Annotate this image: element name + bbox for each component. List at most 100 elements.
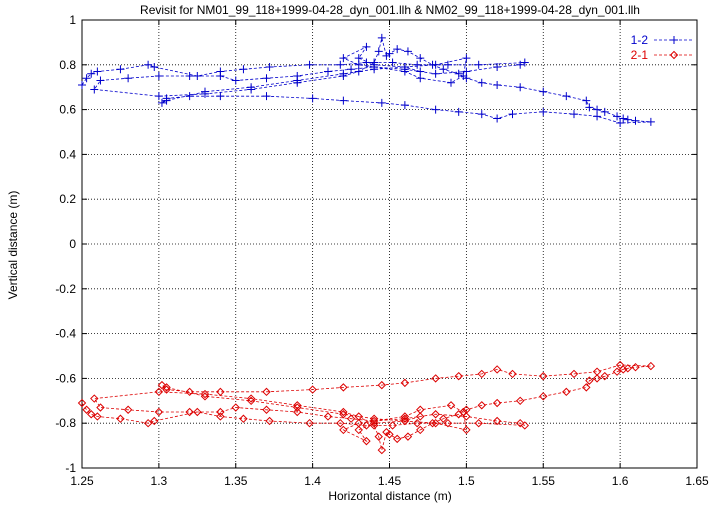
x-axis-label: Horizontal distance (m)	[328, 489, 451, 503]
data-point	[493, 63, 502, 72]
data-point	[123, 405, 133, 414]
axis-ticks: 1.25 1.3 1.35 1.4 1.45 1.5 1.55 1.6 1.65 1 0.8 0.6 0…	[55, 13, 709, 488]
data-point	[239, 414, 248, 423]
y-tick-label: -1	[65, 461, 76, 475]
x-tick-label: 1.3	[151, 474, 168, 488]
data-point	[265, 416, 274, 426]
data-point	[400, 378, 410, 388]
legend-label-1-2: 1-2	[631, 33, 649, 47]
data-point	[474, 60, 483, 69]
y-tick-label: 0.2	[59, 192, 76, 206]
data-point	[185, 387, 194, 397]
data-point	[593, 112, 602, 121]
data-point	[377, 380, 387, 390]
data-point	[339, 410, 348, 419]
data-point	[347, 65, 356, 74]
data-point	[400, 412, 410, 421]
data-point	[616, 119, 625, 128]
data-point	[157, 98, 166, 107]
data-point	[354, 425, 363, 435]
data-point	[339, 425, 348, 435]
y-tick-label: 0.6	[59, 103, 76, 117]
data-point	[416, 412, 425, 421]
data-point	[493, 114, 502, 123]
data-point	[78, 80, 86, 89]
data-point	[354, 67, 363, 76]
data-point	[592, 367, 602, 376]
data-point	[446, 401, 456, 410]
data-point	[570, 110, 578, 119]
y-tick-label: -0.8	[55, 416, 76, 430]
data-point	[646, 117, 655, 126]
data-point	[400, 63, 409, 72]
data-point	[323, 412, 333, 421]
data-point	[293, 407, 302, 417]
data-point	[336, 418, 345, 428]
data-point	[443, 418, 453, 428]
data-point	[185, 92, 194, 101]
data-point	[154, 387, 164, 397]
data-point	[231, 76, 240, 85]
data-point	[374, 432, 383, 441]
data-point	[400, 101, 409, 110]
data-point	[200, 389, 210, 399]
data-point	[388, 421, 397, 430]
data-point	[143, 418, 153, 428]
data-point	[154, 407, 164, 417]
data-point	[600, 107, 609, 116]
data-point	[339, 96, 348, 105]
data-point	[185, 72, 194, 80]
data-point	[150, 63, 159, 72]
data-point	[515, 418, 525, 428]
data-point	[462, 54, 471, 63]
data-point	[539, 371, 548, 381]
data-point	[403, 47, 412, 56]
data-point	[539, 87, 548, 96]
data-point	[124, 74, 133, 83]
x-tick-label: 1.4	[304, 474, 321, 488]
data-point	[216, 92, 225, 101]
data-point	[462, 67, 471, 76]
legend-marker	[670, 36, 678, 44]
data-point	[431, 105, 440, 114]
data-point	[246, 396, 256, 406]
y-tick-label: 1	[69, 13, 76, 27]
data-point	[339, 383, 348, 392]
data-point	[474, 418, 483, 428]
data-point	[293, 401, 302, 410]
data-point	[613, 112, 622, 121]
data-point	[439, 65, 448, 74]
data-point	[324, 67, 332, 76]
data-point	[308, 385, 317, 394]
data-point	[116, 414, 125, 423]
data-point	[216, 407, 225, 417]
data-point	[193, 407, 202, 417]
data-point	[431, 69, 440, 78]
data-point	[612, 367, 622, 376]
y-tick-label: -0.4	[55, 327, 76, 341]
x-tick-label: 1.5	[458, 474, 475, 488]
data-point	[362, 42, 371, 51]
data-point	[262, 74, 271, 83]
data-point	[400, 416, 410, 426]
data-point	[377, 445, 387, 455]
data-point	[585, 103, 594, 112]
legend-label-2-1: 2-1	[631, 48, 649, 62]
data-point	[454, 69, 463, 78]
x-tick-label: 1.45	[378, 474, 402, 488]
data-point	[216, 412, 225, 421]
data-point	[216, 72, 225, 80]
data-point	[585, 376, 594, 385]
data-point	[623, 364, 633, 373]
data-point	[262, 405, 271, 414]
data-point	[150, 416, 159, 426]
data-point	[262, 387, 271, 397]
data-point	[262, 92, 271, 101]
data-point	[508, 110, 517, 119]
data-point	[93, 67, 102, 76]
data-point	[193, 72, 202, 80]
data-point	[162, 96, 171, 105]
series-layer	[77, 33, 656, 455]
data-point	[447, 78, 455, 87]
